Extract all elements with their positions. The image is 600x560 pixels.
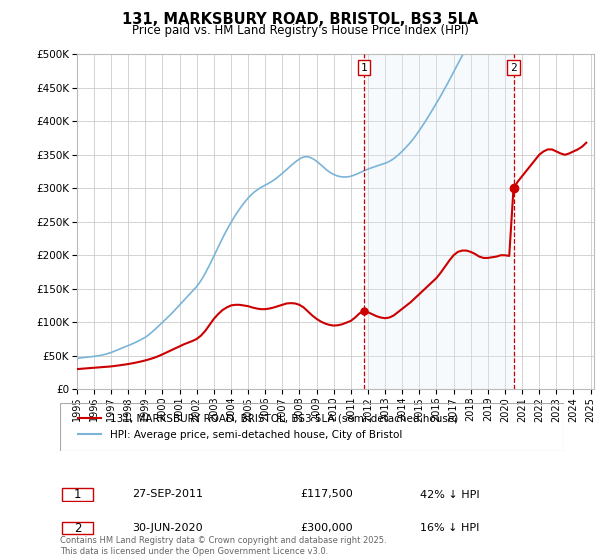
Text: £117,500: £117,500 <box>300 489 353 500</box>
Text: 16% ↓ HPI: 16% ↓ HPI <box>420 523 479 533</box>
Text: 27-SEP-2011: 27-SEP-2011 <box>132 489 203 500</box>
Text: 2: 2 <box>510 63 517 73</box>
Text: 131, MARKSBURY ROAD, BRISTOL, BS3 5LA: 131, MARKSBURY ROAD, BRISTOL, BS3 5LA <box>122 12 478 27</box>
Bar <box>62 522 93 534</box>
Text: 2: 2 <box>74 521 81 535</box>
Text: £300,000: £300,000 <box>300 523 353 533</box>
Text: 30-JUN-2020: 30-JUN-2020 <box>132 523 203 533</box>
Text: Contains HM Land Registry data © Crown copyright and database right 2025.
This d: Contains HM Land Registry data © Crown c… <box>60 536 386 556</box>
Text: 42% ↓ HPI: 42% ↓ HPI <box>420 489 479 500</box>
Bar <box>62 488 93 501</box>
Text: 1: 1 <box>360 63 367 73</box>
Legend: 131, MARKSBURY ROAD, BRISTOL, BS3 5LA (semi-detached house), HPI: Average price,: 131, MARKSBURY ROAD, BRISTOL, BS3 5LA (s… <box>75 410 461 444</box>
Text: Price paid vs. HM Land Registry's House Price Index (HPI): Price paid vs. HM Land Registry's House … <box>131 24 469 36</box>
Text: 1: 1 <box>74 488 81 501</box>
Bar <box>364 54 514 389</box>
